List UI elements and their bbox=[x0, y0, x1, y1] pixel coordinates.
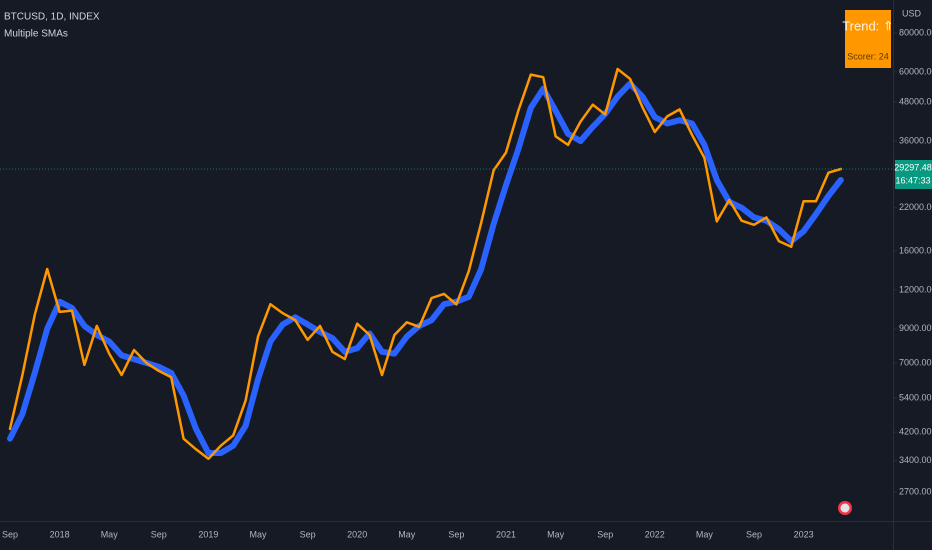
x-tick-label: Sep bbox=[300, 529, 316, 539]
y-tick-label: 5400.00 bbox=[899, 392, 932, 402]
x-tick-label: 2019 bbox=[198, 529, 218, 539]
x-tick-label: May bbox=[101, 529, 119, 539]
last-price-badge bbox=[895, 159, 932, 189]
plot-area bbox=[0, 67, 893, 460]
y-tick-label: 60000.00 bbox=[899, 66, 932, 76]
y-tick-label: 36000.00 bbox=[899, 135, 932, 145]
last-price-label: 29297.48 bbox=[894, 162, 932, 172]
x-tick-label: May bbox=[398, 529, 416, 539]
x-tick-label: 2020 bbox=[347, 529, 367, 539]
x-tick-label: Sep bbox=[2, 529, 18, 539]
x-tick-label: May bbox=[696, 529, 714, 539]
event-marker-inner bbox=[840, 503, 850, 513]
y-tick-label: 16000.00 bbox=[899, 245, 932, 255]
y-tick-label: 22000.00 bbox=[899, 202, 932, 212]
countdown-label: 16:47:33 bbox=[895, 175, 930, 185]
x-tick-label: Sep bbox=[746, 529, 762, 539]
x-tick-label: May bbox=[249, 529, 267, 539]
y-tick-label: 48000.00 bbox=[899, 96, 932, 106]
x-tick-label: Sep bbox=[151, 529, 167, 539]
y-tick-label: 80000.00 bbox=[899, 27, 932, 37]
y-tick-label: 4200.00 bbox=[899, 426, 932, 436]
y-tick-label: 2700.00 bbox=[899, 486, 932, 496]
x-tick-label: 2023 bbox=[794, 529, 814, 539]
x-tick-label: 2022 bbox=[645, 529, 665, 539]
currency-label: USD bbox=[902, 8, 922, 18]
series-line bbox=[8, 67, 843, 460]
x-tick-label: Sep bbox=[448, 529, 464, 539]
y-tick-label: 12000.00 bbox=[899, 284, 932, 294]
trend-label: Trend: ⇑ bbox=[842, 18, 894, 33]
y-tick-label: 7000.00 bbox=[899, 357, 932, 367]
x-tick-label: Sep bbox=[597, 529, 613, 539]
y-tick-label: 9000.00 bbox=[899, 323, 932, 333]
x-tick-label: 2018 bbox=[50, 529, 70, 539]
x-tick-label: 2021 bbox=[496, 529, 516, 539]
indicator-name: Multiple SMAs bbox=[4, 29, 68, 40]
score-label: Scorer: 24 bbox=[847, 51, 889, 61]
trend-box bbox=[845, 10, 891, 68]
symbol-title: BTCUSD, 1D, INDEX bbox=[4, 12, 100, 23]
x-tick-label: May bbox=[547, 529, 565, 539]
y-tick-label: 3400.00 bbox=[899, 455, 932, 465]
